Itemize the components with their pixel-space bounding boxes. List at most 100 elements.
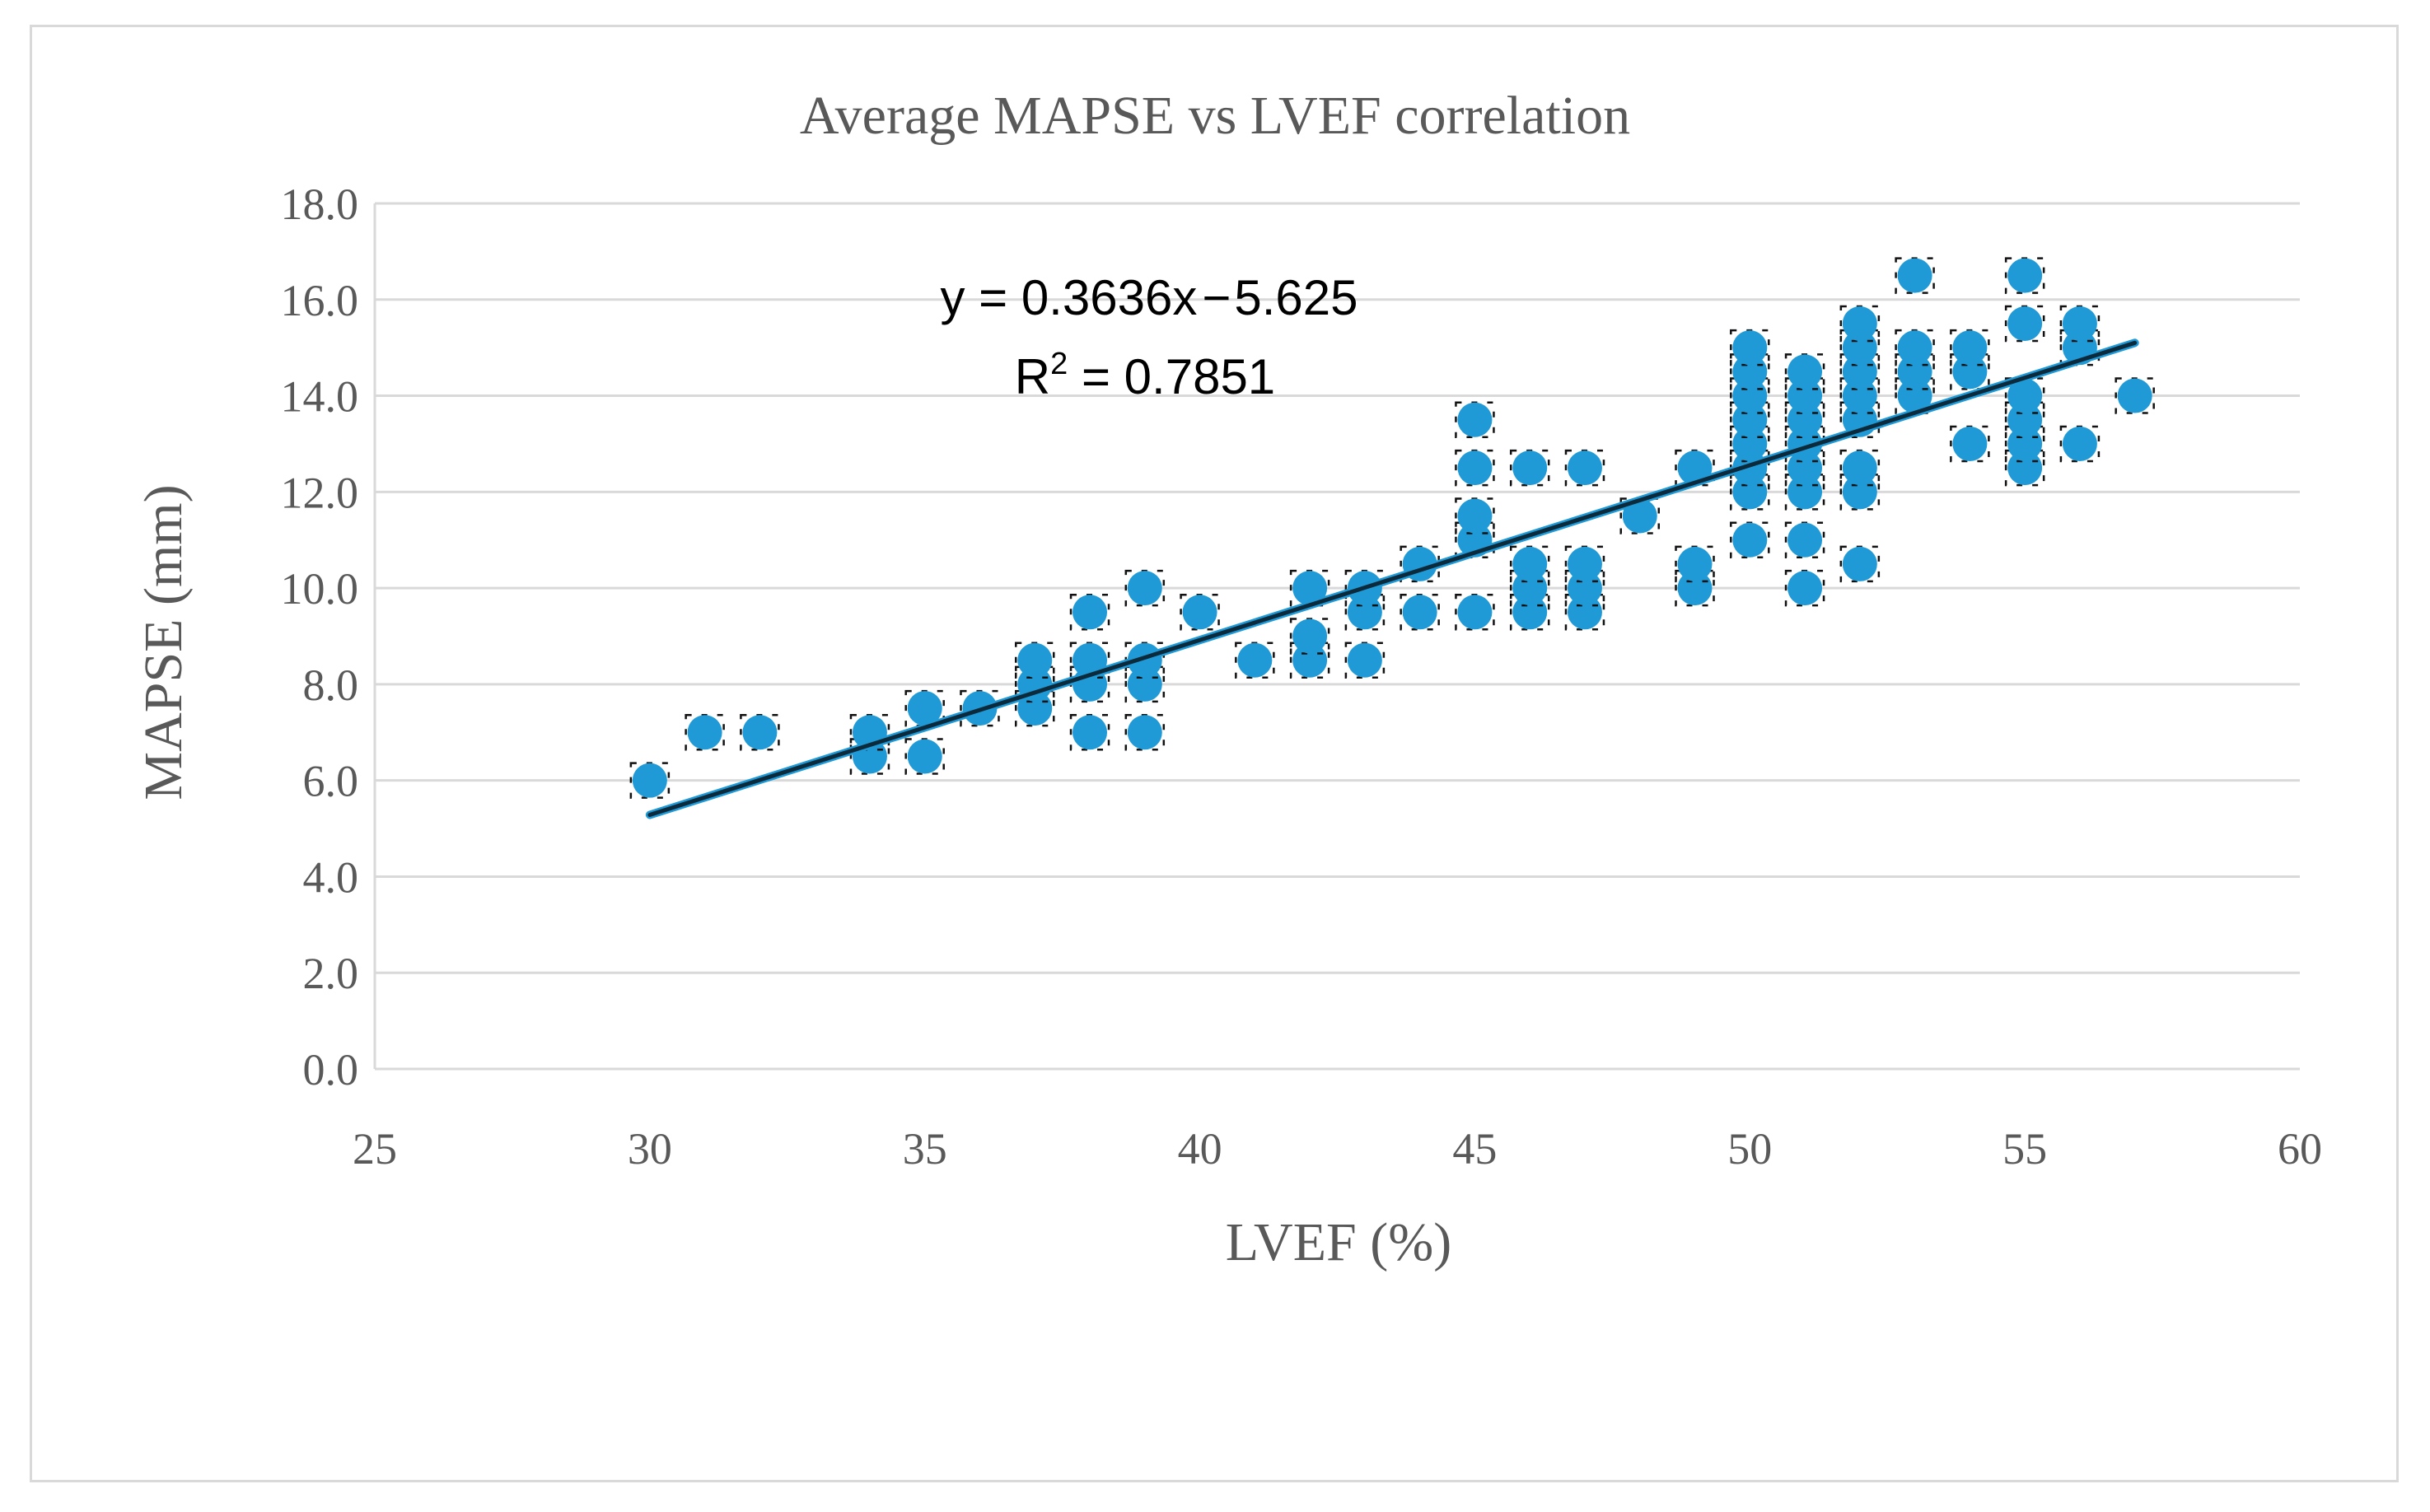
data-point (1787, 378, 1823, 413)
equation-prefix: y = 0.3636x (940, 270, 1197, 325)
x-tick-label: 60 (2278, 1124, 2322, 1174)
r-squared-label: R2 = 0.7851 (1015, 347, 1275, 404)
data-point (1292, 618, 1328, 654)
data-point (1732, 378, 1768, 413)
data-point (1512, 450, 1548, 486)
data-point (1842, 450, 1877, 486)
data-point (1677, 571, 1713, 606)
data-point (1512, 595, 1548, 630)
data-point (1347, 595, 1382, 630)
data-point (1732, 402, 1768, 437)
data-point (1567, 595, 1602, 630)
data-point (1457, 498, 1493, 534)
data-point (1457, 402, 1493, 437)
data-point (1842, 474, 1877, 510)
data-point (2007, 426, 2043, 461)
x-tick-label: 25 (353, 1124, 397, 1174)
data-point (1567, 571, 1602, 606)
x-tick-label: 50 (1727, 1124, 1772, 1174)
data-point (742, 715, 778, 750)
x-tick-label: 55 (2002, 1124, 2047, 1174)
data-point-outline (1675, 449, 1715, 487)
data-point (1182, 595, 1217, 630)
y-tick-label: 16.0 (281, 276, 359, 325)
data-point (1677, 546, 1713, 581)
data-point (1842, 330, 1877, 366)
data-point (1127, 666, 1162, 702)
data-point (907, 739, 942, 774)
data-point (2062, 306, 2097, 341)
trendline-group (645, 338, 2139, 819)
x-tick-label: 35 (903, 1124, 947, 1174)
data-point (1787, 450, 1823, 486)
data-point (1457, 450, 1493, 486)
data-point (1237, 642, 1273, 678)
data-point (1787, 402, 1823, 437)
data-point (2007, 258, 2043, 293)
data-point (1292, 571, 1328, 606)
data-point (1732, 426, 1768, 461)
data-point (1347, 642, 1382, 678)
data-points (629, 257, 2155, 799)
data-point (1127, 571, 1162, 606)
data-point (1952, 330, 1988, 366)
data-point (1897, 258, 1932, 293)
data-point (1402, 595, 1437, 630)
data-point (1732, 522, 1768, 558)
y-tick-labels: 0.0 2.0 4.0 6.0 8.0 10.0 12.0 14.0 16.0 18.0 (281, 180, 359, 1094)
x-axis-label: LVEF (%) (1226, 1212, 1451, 1272)
x-tick-label: 30 (628, 1124, 672, 1174)
data-point (1567, 450, 1602, 486)
data-point (1127, 715, 1162, 750)
axes (373, 203, 2300, 1071)
data-point (1842, 354, 1877, 390)
y-tick-label: 14.0 (281, 372, 359, 422)
data-point (1897, 330, 1932, 366)
equation-suffix: 5.625 (1234, 270, 1358, 325)
data-point (1842, 546, 1877, 581)
y-tick-label: 2.0 (303, 949, 359, 998)
data-point (1072, 715, 1108, 750)
data-point (632, 763, 667, 798)
data-point (1732, 354, 1768, 390)
data-point (1897, 378, 1932, 413)
trendline-equation: y = 0.3636x −5.625 (940, 270, 1358, 325)
data-point (1787, 474, 1823, 510)
y-tick-label: 8.0 (303, 660, 359, 710)
data-point (2062, 426, 2097, 461)
x-tick-label: 40 (1178, 1124, 1222, 1174)
data-point (2117, 378, 2152, 413)
x-tick-labels: 25 30 35 40 45 50 55 60 (353, 1124, 2322, 1174)
data-point (1787, 571, 1823, 606)
y-tick-label: 12.0 (281, 468, 359, 517)
equation-minus: − (1202, 270, 1231, 325)
data-point (1017, 642, 1053, 678)
data-point-outline (1675, 545, 1715, 583)
r-squared-value: = 0.7851 (1068, 349, 1275, 404)
data-point (1732, 474, 1768, 510)
data-point (1787, 354, 1823, 390)
trendline (647, 340, 2138, 818)
data-point (2007, 402, 2043, 437)
data-point (1017, 691, 1053, 726)
y-tick-label: 6.0 (303, 757, 359, 806)
data-point (1072, 595, 1108, 630)
data-point (1457, 595, 1493, 630)
data-point (1952, 426, 1988, 461)
data-point (1512, 571, 1548, 606)
data-point (2007, 450, 2043, 486)
data-point (1842, 378, 1877, 413)
y-tick-label: 0.0 (303, 1045, 359, 1094)
data-point (1952, 354, 1988, 390)
data-point (1567, 546, 1602, 581)
data-point (1842, 306, 1877, 341)
data-point (2007, 306, 2043, 341)
r-squared-letter: R (1015, 349, 1050, 404)
data-point (1622, 498, 1657, 534)
y-tick-label: 18.0 (281, 180, 359, 229)
data-point (907, 691, 942, 726)
chart-title: Average MAPSE vs LVEF correlation (800, 86, 1630, 146)
data-point (1897, 354, 1932, 390)
r-squared-superscript: 2 (1050, 347, 1068, 381)
